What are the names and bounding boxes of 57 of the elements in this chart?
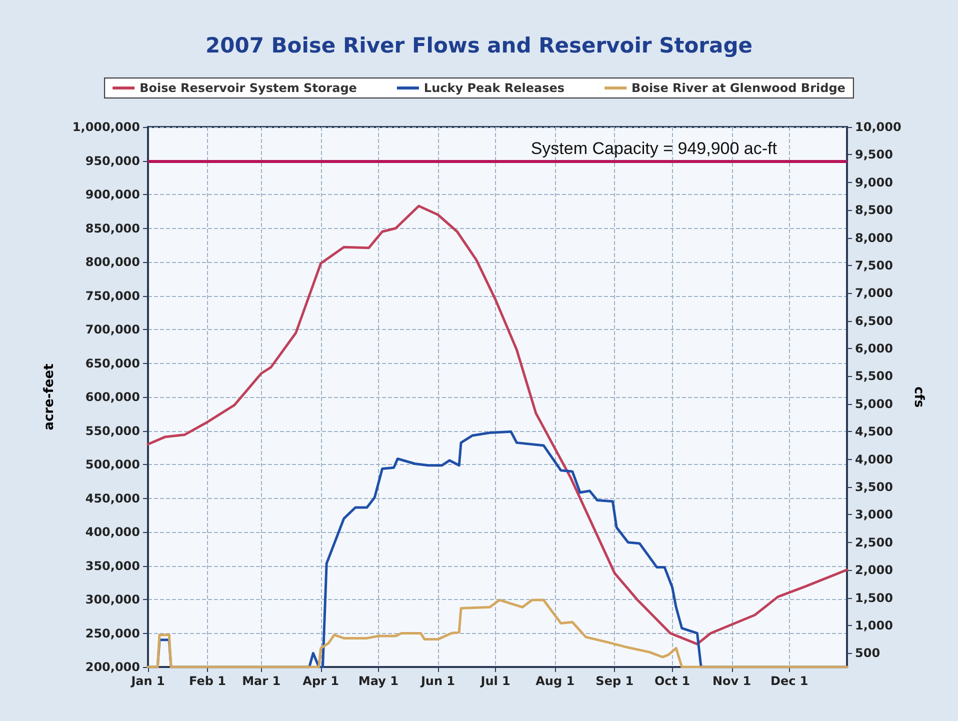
y-tick-label: 350,000 [85,558,140,573]
y2-tick-label: 3,000 [855,508,893,522]
y-tick-label: 250,000 [85,626,140,640]
y2-tick-label: 9,000 [855,175,893,190]
x-tick-label: Mar 1 [242,674,281,688]
y-tick-label: 300,000 [85,592,140,606]
y2-tick-label: 6,500 [855,314,893,328]
y-tick-label: 650,000 [85,356,140,370]
x-tick-label: Dec 1 [770,674,808,688]
y2-tick-label: 10,000 [855,120,902,134]
line-series [146,204,848,646]
y2-tick-label: 3,500 [855,480,893,494]
y2-tick-label: 8,500 [855,203,893,218]
y-tick-label: 450,000 [85,491,140,506]
y-tick-label: 900,000 [85,188,140,202]
y2-axis-title: cfs [911,386,926,408]
y2-tick-label: 6,000 [855,342,893,356]
y2-tick-label: 5,000 [855,396,893,411]
y2-tick-label: 2,000 [855,563,893,578]
x-tick-label: Oct 1 [654,674,690,688]
y-tick-label: 950,000 [85,154,140,168]
y-tick-label: 750,000 [85,288,140,303]
x-tick-label: May 1 [358,674,398,688]
y-tick-label: 800,000 [85,255,140,269]
x-tick-label: Aug 1 [536,674,575,688]
x-tick-label: Sep 1 [596,674,634,688]
y-tick-label: 600,000 [85,390,140,404]
y2-tick-label: 4,500 [855,424,893,439]
y-tick-label: 1,000,000 [72,120,140,134]
ref-line-label: System Capacity = 949,900 ac-ft [530,138,778,158]
x-tick-label: Nov 1 [712,674,752,688]
y2-tick-label: 1,500 [855,590,893,605]
y-axis-title: acre-feet [42,364,57,430]
x-tick-label: Feb 1 [189,674,226,688]
y-tick-label: 400,000 [85,525,140,539]
y2-tick-label: 2,500 [855,535,893,550]
x-tick-label: Jun 1 [420,674,456,688]
y-tick-label: 850,000 [85,221,140,236]
y2-tick-label: 8,000 [855,230,893,245]
x-tick-label: Jan 1 [130,674,165,688]
y2-tick-label: 4,000 [855,452,893,466]
y-tick-label: 550,000 [85,424,140,438]
y-tick-label: 700,000 [85,322,140,336]
x-tick-label: Apr 1 [302,674,339,688]
y2-tick-label: 9,500 [855,148,893,162]
legend-label: Boise Reservoir System Storage [140,81,357,95]
y-tick-label: 200,000 [85,660,140,674]
y2-tick-label: 7,500 [855,258,893,272]
y2-tick-label: 5,500 [855,369,893,384]
y2-tick-label: 7,000 [855,286,893,300]
x-tick-label: Jul 1 [480,674,510,688]
legend-label: Lucky Peak Releases [424,81,565,95]
y2-tick-label: 500 [855,646,880,660]
chart-title: 2007 Boise River Flows and Reservoir Storage [206,34,752,58]
y-tick-label: 500,000 [85,458,140,472]
legend-label: Boise River at Glenwood Bridge [632,81,846,95]
y2-tick-label: 1,000 [855,618,893,632]
